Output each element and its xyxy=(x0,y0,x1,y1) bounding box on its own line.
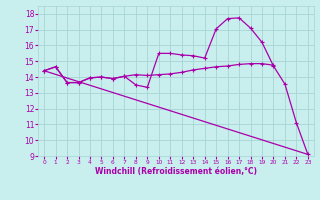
X-axis label: Windchill (Refroidissement éolien,°C): Windchill (Refroidissement éolien,°C) xyxy=(95,167,257,176)
